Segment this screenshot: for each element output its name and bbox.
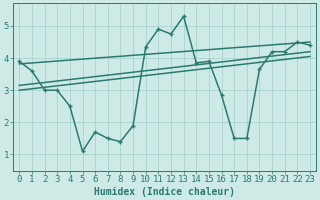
X-axis label: Humidex (Indice chaleur): Humidex (Indice chaleur)	[94, 186, 235, 197]
